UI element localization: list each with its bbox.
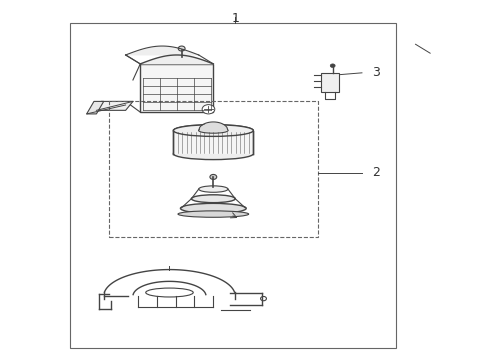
Ellipse shape	[173, 125, 253, 136]
Bar	[70, 23, 396, 348]
Polygon shape	[87, 102, 104, 114]
Ellipse shape	[180, 203, 246, 213]
Ellipse shape	[178, 211, 248, 217]
Bar	[321, 73, 339, 92]
Text: 1: 1	[231, 12, 239, 25]
Ellipse shape	[173, 125, 253, 136]
Ellipse shape	[199, 186, 228, 192]
Ellipse shape	[192, 195, 235, 203]
Polygon shape	[140, 64, 213, 112]
Text: 3: 3	[372, 66, 380, 79]
Circle shape	[178, 46, 185, 51]
Bar	[173, 131, 253, 154]
Text: 2: 2	[372, 166, 380, 179]
Circle shape	[210, 175, 217, 179]
Ellipse shape	[173, 148, 253, 159]
Ellipse shape	[199, 128, 228, 133]
Polygon shape	[94, 102, 133, 111]
Circle shape	[330, 64, 335, 67]
Circle shape	[202, 105, 215, 114]
Bar	[109, 102, 318, 237]
Circle shape	[261, 296, 267, 301]
